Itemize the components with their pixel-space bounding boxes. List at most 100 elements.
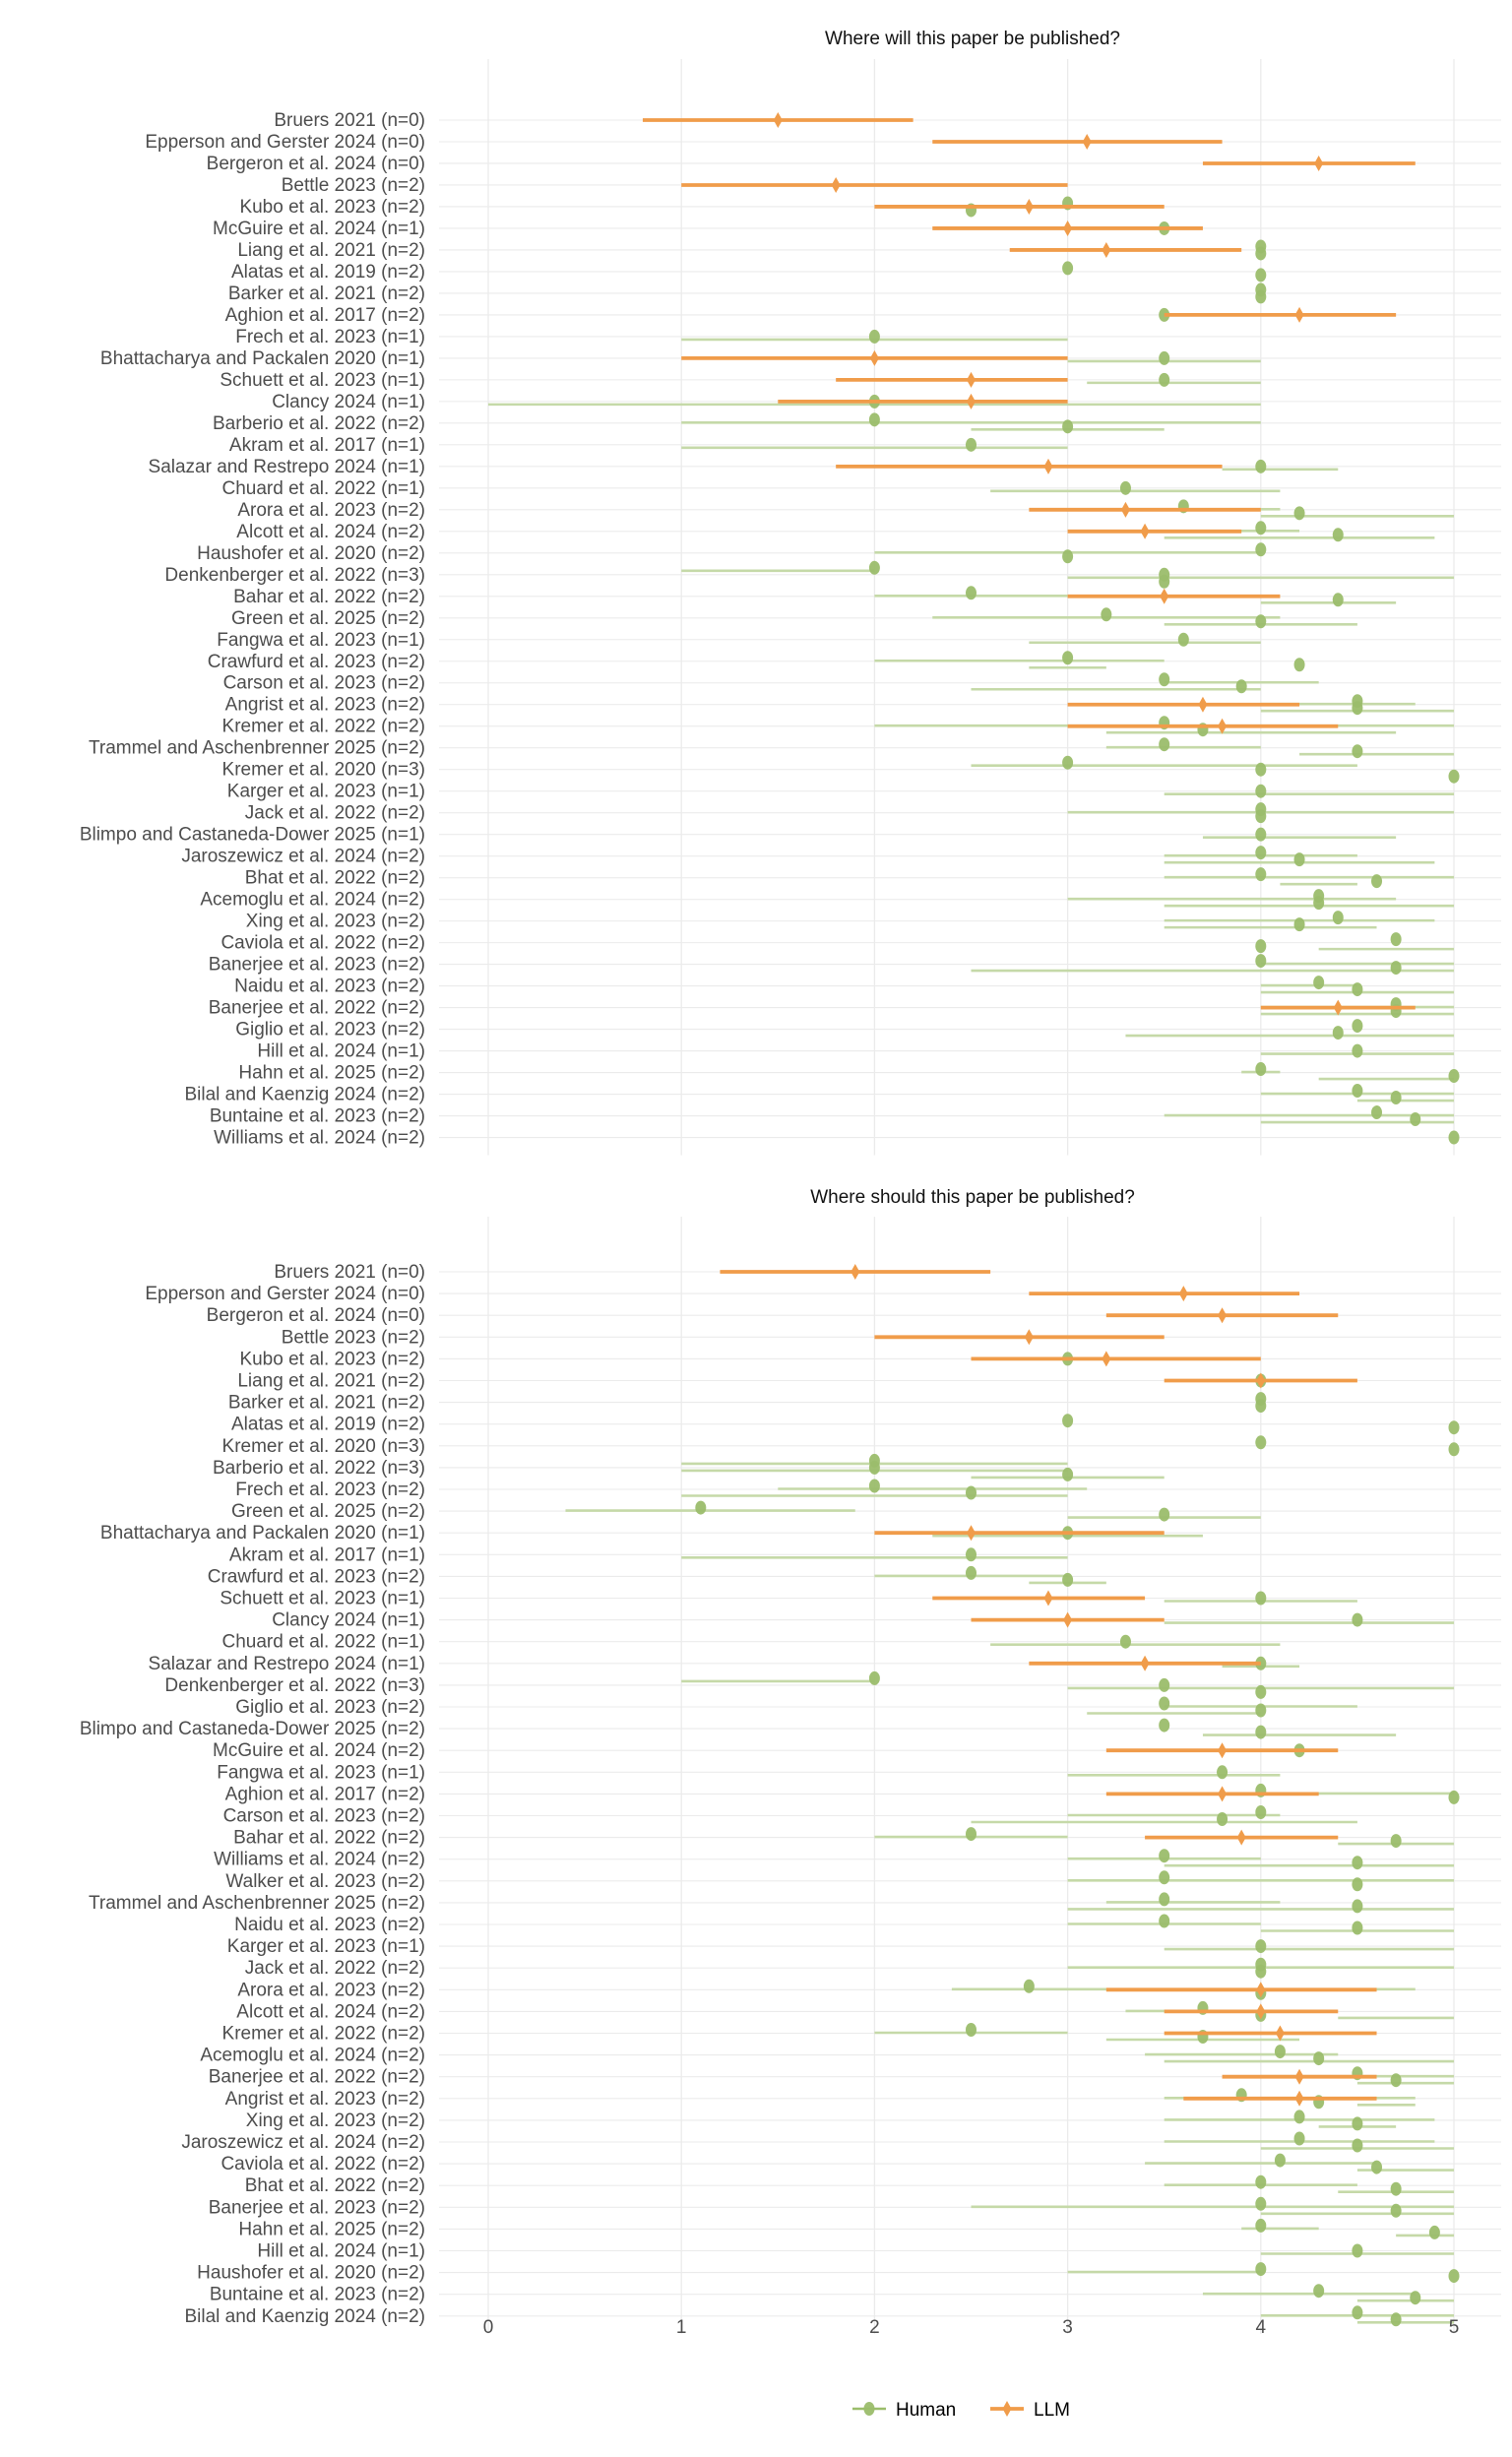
human-point: [966, 1827, 976, 1842]
row-label: Alcott et al. 2024 (n=2): [236, 522, 425, 542]
row-label: Xing et al. 2023 (n=2): [246, 2110, 425, 2131]
row-label: Kubo et al. 2023 (n=2): [239, 1349, 425, 1369]
row-marks: [1105, 1307, 1339, 1324]
row-label: Jaroszewicz et al. 2024 (n=2): [181, 847, 425, 867]
row-marks: [642, 112, 914, 128]
human-point: [1448, 1420, 1460, 1435]
row-marks: [932, 607, 1357, 629]
row-label: Arora et al. 2023 (n=2): [237, 1980, 425, 2000]
human-point: [1313, 976, 1325, 990]
human-point: [1159, 1892, 1170, 1907]
row-label: Kremer et al. 2022 (n=2): [222, 2024, 425, 2045]
row-label: Acemoglu et al. 2024 (n=2): [200, 2046, 425, 2066]
human-point: [1390, 2312, 1402, 2327]
human-point: [966, 1565, 976, 1580]
human-point: [868, 1670, 880, 1685]
human-point: [1410, 1112, 1421, 1127]
row-label: Jack et al. 2022 (n=2): [245, 803, 425, 824]
row-marks: [1087, 1696, 1357, 1718]
llm-point: [1102, 1351, 1111, 1367]
human-point: [1159, 1507, 1170, 1522]
row-marks: [874, 651, 1305, 672]
row-marks: [1164, 2174, 1454, 2196]
row-label: Denkenberger et al. 2022 (n=3): [164, 1675, 425, 1696]
row-marks: [874, 542, 1267, 564]
human-point: [966, 1547, 976, 1562]
row-label: Chuard et al. 2022 (n=1): [222, 478, 426, 499]
row-marks: [1067, 1765, 1281, 1780]
llm-point: [1043, 458, 1053, 474]
row-label: Carson et al. 2023 (n=2): [223, 1806, 425, 1827]
row-label: Bahar et al. 2022 (n=2): [233, 1828, 425, 1849]
human-point: [1255, 1805, 1267, 1819]
human-point: [966, 2023, 976, 2037]
llm-point: [967, 371, 976, 388]
llm-point: [967, 1525, 976, 1542]
human-point: [1352, 1899, 1363, 1914]
row-label: Bettle 2023 (n=2): [282, 1327, 425, 1348]
row-marks: [1241, 2218, 1454, 2239]
human-point: [1293, 2131, 1305, 2146]
row-label: Denkenberger et al. 2022 (n=3): [164, 565, 425, 586]
human-point: [1390, 2073, 1402, 2088]
llm-point: [1102, 241, 1111, 258]
row-label: Epperson and Gerster 2024 (n=0): [145, 132, 425, 153]
human-point: [1255, 867, 1267, 882]
row-label: Liang et al. 2021 (n=2): [237, 1371, 425, 1392]
human-point: [1352, 1043, 1363, 1058]
human-point: [1023, 1979, 1035, 1993]
human-point: [1352, 1019, 1363, 1034]
human-point: [1390, 1091, 1402, 1105]
row-marks: [1260, 2243, 1454, 2258]
llm-point: [1236, 1829, 1246, 1846]
human-point: [1217, 1812, 1228, 1826]
row-marks: [971, 2196, 1454, 2218]
row-label: Clancy 2024 (n=1): [272, 1610, 425, 1631]
human-point: [1390, 961, 1402, 976]
human-point: [1062, 1467, 1074, 1481]
row-label: Kremer et al. 2022 (n=2): [222, 717, 425, 737]
human-point: [1159, 372, 1170, 387]
row-marks: [681, 560, 1454, 589]
human-point: [1255, 846, 1267, 860]
row-marks: [836, 371, 1261, 388]
row-label: Akram et al. 2017 (n=1): [229, 1544, 425, 1565]
row-marks: [681, 176, 1068, 193]
llm-point: [1294, 2068, 1304, 2085]
row-marks: [1067, 694, 1454, 716]
human-point: [1062, 419, 1074, 434]
legend-item-human: Human: [852, 2400, 956, 2421]
row-marks: [1164, 867, 1454, 889]
human-point: [1352, 2138, 1363, 2153]
human-point: [1255, 521, 1267, 536]
row-marks: [932, 220, 1203, 236]
human-point: [1255, 1939, 1267, 1954]
row-marks: [1067, 1957, 1454, 1979]
row-marks: [874, 1565, 1106, 1587]
llm-point: [1160, 588, 1169, 604]
llm-point: [1120, 501, 1130, 518]
row-label: Bahar et al. 2022 (n=2): [233, 587, 425, 607]
human-point: [1255, 1703, 1267, 1718]
row-marks: [1260, 1043, 1454, 1058]
row-marks: [1105, 737, 1454, 759]
llm-point: [773, 112, 783, 128]
row-marks: [1029, 499, 1454, 521]
human-point: [1255, 1964, 1267, 1979]
row-marks: [720, 1264, 991, 1280]
human-point: [868, 1479, 880, 1493]
row-label: Buntaine et al. 2023 (n=2): [210, 2285, 425, 2305]
row-marks: [681, 1453, 1165, 1481]
row-marks: [971, 755, 1460, 784]
row-label: Hahn et al. 2025 (n=2): [238, 1063, 425, 1084]
row-label: Crawfurd et al. 2023 (n=2): [208, 1566, 425, 1587]
row-marks: [488, 393, 1261, 410]
human-point: [1255, 939, 1267, 954]
human-point: [868, 1460, 880, 1475]
row-label: Giglio et al. 2023 (n=2): [235, 1020, 425, 1040]
row-label: Fangwa et al. 2023 (n=1): [217, 1762, 425, 1783]
row-label: Bergeron et al. 2024 (n=0): [207, 1305, 425, 1326]
row-label: Bilal and Kaenzig 2024 (n=2): [184, 1085, 425, 1105]
human-point: [1255, 1435, 1267, 1450]
row-label: Naidu et al. 2023 (n=2): [234, 976, 425, 997]
